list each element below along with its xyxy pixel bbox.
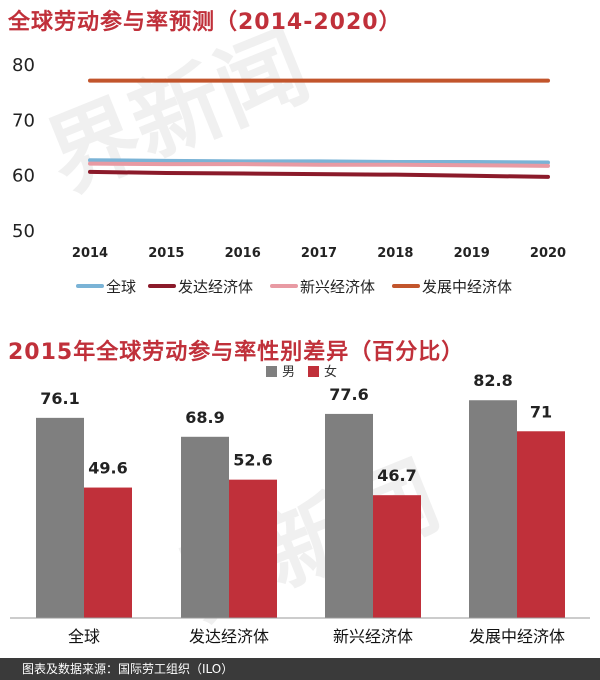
y-tick-label: 50 [12, 221, 35, 242]
bar-chart-title: 2015年全球劳动参与率性别差异（百分比） [8, 340, 465, 365]
x-tick-label: 2014 [72, 246, 108, 261]
line-chart: 50 60 70 80 2014 2015 2016 2017 2018 2019 2020 全球 发达… [12, 55, 566, 296]
bar-value-label: 52.6 [233, 451, 272, 470]
bar-value-label: 68.9 [185, 408, 224, 427]
legend-swatch [266, 366, 277, 377]
bar-value-label: 76.1 [40, 389, 79, 408]
bar [181, 436, 229, 618]
series-line [88, 169, 550, 179]
x-tick-label: 2018 [377, 246, 413, 261]
source-footer: 图表及数据来源：国际劳工组织（ILO） [0, 658, 600, 680]
line-chart-title: 全球劳动参与率预测（2014-2020） [8, 10, 402, 35]
category-label: 全球 [68, 627, 100, 646]
bar-value-label: 77.6 [329, 385, 368, 404]
x-tick-label: 2019 [454, 246, 490, 261]
bar [229, 479, 277, 618]
bar [469, 400, 517, 618]
series-line [88, 161, 550, 168]
bar-value-label: 71 [530, 402, 552, 421]
bar [325, 413, 373, 618]
y-tick-label: 70 [12, 110, 35, 131]
series-line [88, 158, 550, 165]
category-label: 发达经济体 [189, 627, 269, 646]
bar [517, 431, 565, 618]
bar-value-label: 49.6 [88, 459, 127, 478]
legend-label: 男 [282, 365, 295, 380]
legend-swatch [308, 366, 319, 377]
bar [84, 487, 132, 618]
bar [373, 495, 421, 618]
x-tick-label: 2016 [225, 246, 261, 261]
x-tick-label: 2017 [301, 246, 337, 261]
bar-value-label: 46.7 [377, 466, 416, 485]
y-tick-label: 80 [12, 55, 35, 76]
legend-label: 新兴经济体 [300, 278, 375, 296]
x-tick-label: 2020 [530, 246, 566, 261]
x-tick-label: 2015 [148, 246, 184, 261]
legend-label: 发达经济体 [178, 278, 253, 296]
bar-chart: 男 女 76.1 49.6 全球 68.9 52.6 发达经济体 77.6 46.7 新兴经济体 82… [10, 364, 590, 646]
bar [36, 417, 84, 618]
legend-label: 女 [324, 364, 337, 380]
legend-label: 发展中经济体 [422, 278, 512, 296]
legend-label: 全球 [106, 278, 136, 296]
category-label: 发展中经济体 [469, 627, 565, 646]
bar-value-label: 82.8 [473, 371, 512, 390]
y-tick-label: 60 [12, 166, 35, 187]
category-label: 新兴经济体 [333, 627, 413, 646]
